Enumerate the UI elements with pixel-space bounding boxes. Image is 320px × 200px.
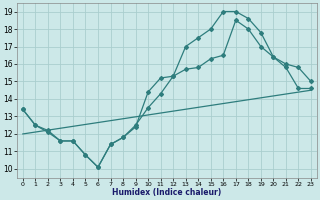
X-axis label: Humidex (Indice chaleur): Humidex (Indice chaleur) (112, 188, 221, 197)
